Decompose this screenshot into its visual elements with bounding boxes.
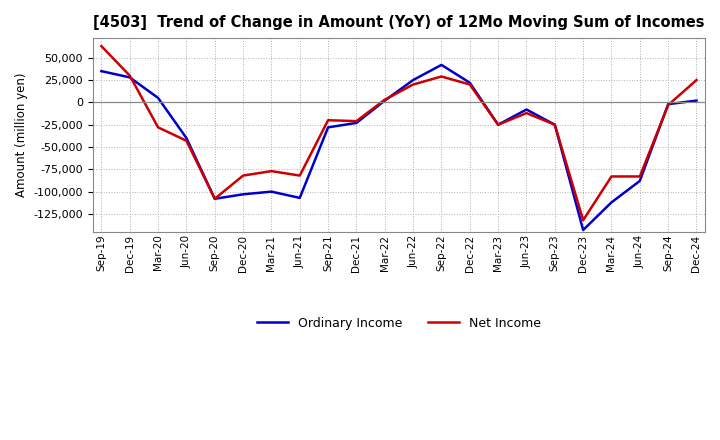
- Ordinary Income: [636, 178, 644, 183]
- Net Income: [97, 44, 106, 49]
- Net Income: [380, 97, 389, 103]
- Ordinary Income: [579, 227, 588, 233]
- Ordinary Income: [295, 195, 304, 201]
- Net Income: [154, 125, 163, 130]
- Ordinary Income: [494, 122, 503, 127]
- Ordinary Income: [182, 136, 191, 141]
- Net Income: [352, 118, 361, 124]
- Net Income: [692, 77, 701, 83]
- Net Income: [522, 110, 531, 116]
- Ordinary Income: [607, 200, 616, 205]
- Ordinary Income: [380, 98, 389, 103]
- Net Income: [664, 103, 672, 108]
- Y-axis label: Amount (million yen): Amount (million yen): [15, 73, 28, 197]
- Net Income: [409, 82, 418, 87]
- Net Income: [607, 174, 616, 179]
- Net Income: [210, 196, 219, 202]
- Line: Net Income: Net Income: [102, 46, 696, 220]
- Legend: Ordinary Income, Net Income: Ordinary Income, Net Income: [252, 312, 546, 335]
- Net Income: [465, 82, 474, 87]
- Ordinary Income: [409, 77, 418, 83]
- Ordinary Income: [267, 189, 276, 194]
- Ordinary Income: [239, 192, 248, 197]
- Ordinary Income: [125, 75, 134, 80]
- Title: [4503]  Trend of Change in Amount (YoY) of 12Mo Moving Sum of Incomes: [4503] Trend of Change in Amount (YoY) o…: [93, 15, 705, 30]
- Net Income: [239, 173, 248, 178]
- Ordinary Income: [465, 80, 474, 85]
- Net Income: [267, 169, 276, 174]
- Net Income: [579, 217, 588, 223]
- Net Income: [324, 117, 333, 123]
- Net Income: [182, 138, 191, 143]
- Net Income: [125, 73, 134, 78]
- Net Income: [636, 174, 644, 179]
- Ordinary Income: [154, 95, 163, 101]
- Ordinary Income: [522, 107, 531, 112]
- Ordinary Income: [352, 120, 361, 125]
- Line: Ordinary Income: Ordinary Income: [102, 65, 696, 230]
- Ordinary Income: [97, 69, 106, 74]
- Net Income: [437, 74, 446, 79]
- Ordinary Income: [664, 102, 672, 107]
- Ordinary Income: [437, 62, 446, 67]
- Net Income: [551, 122, 559, 127]
- Ordinary Income: [210, 196, 219, 202]
- Ordinary Income: [551, 122, 559, 127]
- Net Income: [494, 122, 503, 127]
- Ordinary Income: [692, 98, 701, 103]
- Ordinary Income: [324, 125, 333, 130]
- Net Income: [295, 173, 304, 178]
